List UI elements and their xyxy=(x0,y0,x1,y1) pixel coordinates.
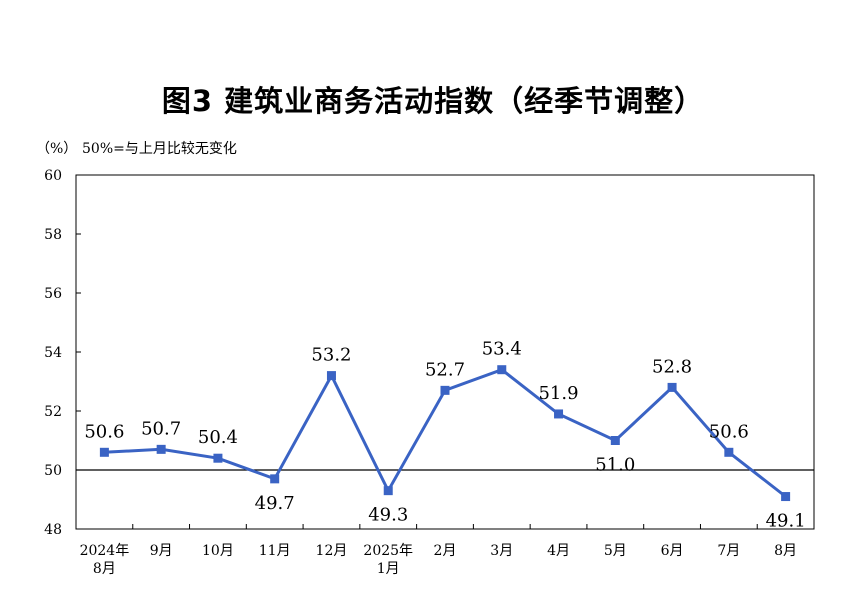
y-tick-label: 50 xyxy=(44,463,62,479)
plot-frame xyxy=(75,174,815,530)
x-tick-label: 3月 xyxy=(490,543,513,559)
data-point-marker xyxy=(270,474,280,484)
data-point-marker xyxy=(724,447,734,457)
data-value-label: 49.1 xyxy=(766,511,806,532)
data-value-label: 53.4 xyxy=(482,339,522,360)
data-point-marker xyxy=(383,486,393,496)
data-point-marker xyxy=(440,385,450,395)
x-tick-label: 9月 xyxy=(150,543,173,559)
data-point-marker xyxy=(497,365,507,375)
x-tick-label: 11月 xyxy=(259,543,291,559)
x-tick-label: 5月 xyxy=(604,543,627,559)
data-point-marker xyxy=(610,436,620,445)
data-value-label: 53.2 xyxy=(311,345,351,366)
data-value-label: 50.6 xyxy=(709,421,749,442)
x-tick-label: 4月 xyxy=(547,543,570,559)
data-point-marker xyxy=(554,409,564,419)
y-tick-label: 48 xyxy=(44,522,62,538)
y-unit-label: （%） xyxy=(36,141,78,157)
data-labels: 50.6 50.7 50.4 49.7 53.2 49.3 52.7 53.4 51.9 51.0… xyxy=(84,339,805,532)
data-point-marker xyxy=(667,382,677,392)
x-tick-label: 2025年 1月 xyxy=(363,543,413,577)
data-value-label: 51.9 xyxy=(538,383,578,404)
x-axis: 2024年 8月 9月 10月 11月 12月 2025年 1月 2月 3月 4月 5月 6月 7月 8月 xyxy=(75,524,797,577)
x-tick-label: 2024年 8月 xyxy=(80,543,130,577)
data-value-label: 49.3 xyxy=(368,505,408,526)
x-tick-label: 6月 xyxy=(661,543,684,559)
x-tick-label: 8月 xyxy=(774,543,797,559)
y-tick-label: 56 xyxy=(44,286,62,302)
data-value-label: 51.0 xyxy=(595,455,635,476)
reference-note: 50%=与上月比较无变化 xyxy=(82,141,237,157)
data-value-label: 50.7 xyxy=(141,418,181,439)
data-point-marker xyxy=(99,447,109,457)
data-value-label: 50.4 xyxy=(198,427,238,448)
chart-title: 图3 建筑业商务活动指数（经季节调整） xyxy=(161,84,705,118)
y-tick-label: 52 xyxy=(44,404,62,420)
data-value-label: 52.8 xyxy=(652,356,692,377)
y-tick-label: 54 xyxy=(44,345,62,361)
data-point-marker xyxy=(213,453,223,463)
y-tick-label: 60 xyxy=(44,168,62,184)
y-axis: 48 50 52 54 56 58 60 xyxy=(44,168,81,538)
data-value-label: 52.7 xyxy=(425,359,465,380)
data-value-label: 49.7 xyxy=(255,493,295,514)
y-tick-label: 58 xyxy=(44,227,62,243)
data-point-marker xyxy=(156,444,166,454)
x-tick-label: 12月 xyxy=(316,543,348,559)
data-point-marker xyxy=(326,371,336,381)
series-markers xyxy=(99,365,791,502)
data-value-label: 50.6 xyxy=(84,421,124,442)
data-point-marker xyxy=(781,492,791,502)
x-tick-label: 2月 xyxy=(434,543,457,559)
x-tick-label: 10月 xyxy=(202,543,234,559)
x-tick-label: 7月 xyxy=(717,543,740,559)
